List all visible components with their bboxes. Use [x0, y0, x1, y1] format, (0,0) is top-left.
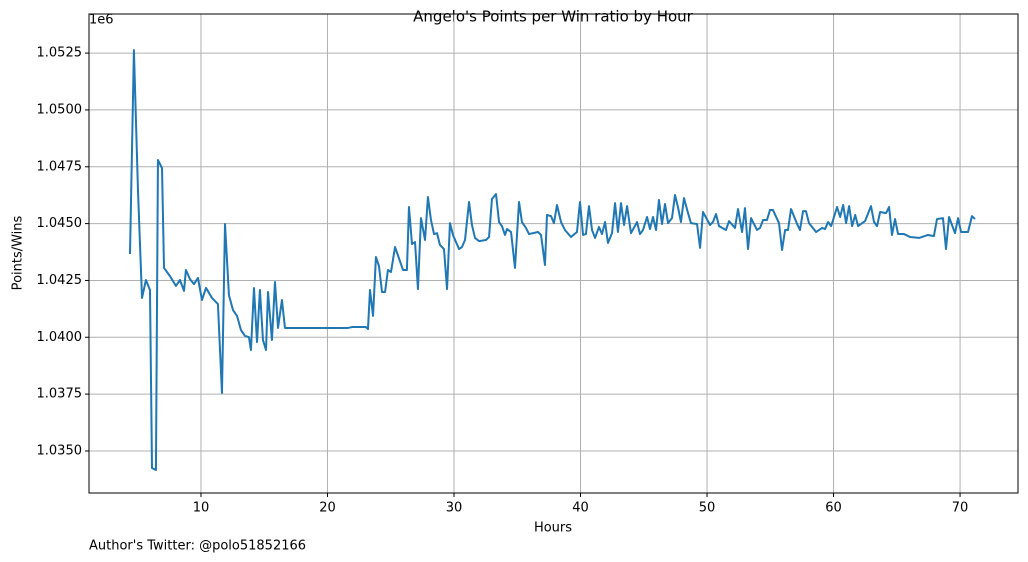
data-line	[128, 49, 976, 472]
y-tick-label: 1.0375	[37, 387, 83, 402]
chart-title: Angelo's Points per Win ratio by Hour	[413, 8, 694, 26]
x-tick-label: 10	[193, 501, 210, 516]
y-axis-label: Points/Wins	[11, 215, 26, 290]
x-tick-label: 20	[319, 501, 336, 516]
y-tick-label: 1.0525	[37, 46, 83, 61]
footnote: Author's Twitter: @polo51852166	[89, 539, 306, 554]
y-tick-label: 1.0425	[37, 273, 83, 288]
y-tick-label: 1.0500	[37, 102, 83, 117]
x-tick-label: 30	[446, 501, 463, 516]
y-tick-label: 1.0400	[37, 330, 83, 345]
y-tick-label: 1.0450	[37, 216, 83, 231]
x-tick-label: 70	[952, 501, 969, 516]
x-tick-label: 50	[699, 501, 716, 516]
y-tick-label: 1.0475	[37, 159, 83, 174]
x-tick-label: 40	[572, 501, 589, 516]
y-tick-label: 1.0350	[37, 443, 83, 458]
x-axis-label: Hours	[534, 521, 572, 536]
plot-frame	[88, 13, 1019, 494]
offset-label: 1e6	[89, 13, 114, 28]
x-tick-label: 60	[825, 501, 842, 516]
